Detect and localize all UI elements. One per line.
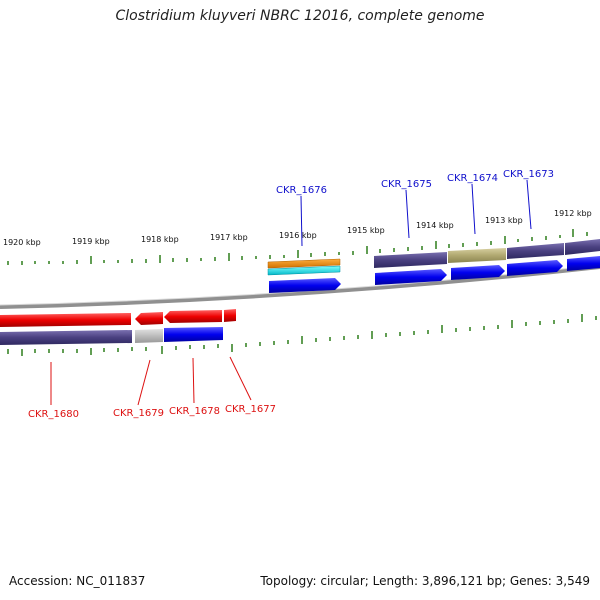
gene-label-ckr-1673[interactable]: CKR_1673 xyxy=(503,169,554,180)
gene-label-ckr-1680[interactable]: CKR_1680 xyxy=(28,409,79,420)
scale-label-1918: 1918 kbp xyxy=(141,235,179,244)
genome-backbone xyxy=(0,265,600,309)
reverse-gene-arrows[interactable] xyxy=(0,309,236,327)
lower-cds-track[interactable] xyxy=(0,327,223,345)
topology-text: Topology: circular; Length: 3,896,121 bp… xyxy=(260,574,590,588)
gene-label-ckr-1679[interactable]: CKR_1679 xyxy=(113,408,164,419)
gene-label-ckr-1674[interactable]: CKR_1674 xyxy=(447,173,498,184)
upper-tick-row xyxy=(7,229,588,265)
lower-tick-row xyxy=(7,314,597,356)
scale-label-1915: 1915 kbp xyxy=(347,226,385,235)
accession-text: Accession: NC_011837 xyxy=(9,574,146,588)
forward-gene-arrows[interactable] xyxy=(269,256,600,293)
upper-misc-features[interactable] xyxy=(267,258,341,276)
scale-label-1914: 1914 kbp xyxy=(416,221,454,230)
scale-label-1912: 1912 kbp xyxy=(554,209,592,218)
upper-cds-track[interactable] xyxy=(374,239,600,268)
scale-label-1916: 1916 kbp xyxy=(279,231,317,240)
upper-label-leaders xyxy=(300,179,532,247)
gene-label-ckr-1678[interactable]: CKR_1678 xyxy=(169,406,220,417)
scale-label-1919: 1919 kbp xyxy=(72,237,110,246)
gene-label-ckr-1677[interactable]: CKR_1677 xyxy=(225,404,276,415)
gene-label-ckr-1675[interactable]: CKR_1675 xyxy=(381,179,432,190)
scale-label-1917: 1917 kbp xyxy=(210,233,248,242)
scale-label-1913: 1913 kbp xyxy=(485,216,523,225)
scale-label-1920: 1920 kbp xyxy=(3,238,41,247)
lower-label-leaders xyxy=(50,356,252,406)
genome-title: Clostridium kluyveri NBRC 12016, complet… xyxy=(115,8,485,24)
gene-label-ckr-1676[interactable]: CKR_1676 xyxy=(276,185,327,196)
